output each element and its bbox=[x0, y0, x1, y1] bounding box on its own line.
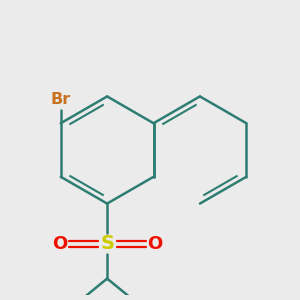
Text: O: O bbox=[52, 235, 67, 253]
Text: S: S bbox=[100, 234, 114, 253]
Text: Br: Br bbox=[51, 92, 71, 106]
Text: O: O bbox=[147, 235, 162, 253]
